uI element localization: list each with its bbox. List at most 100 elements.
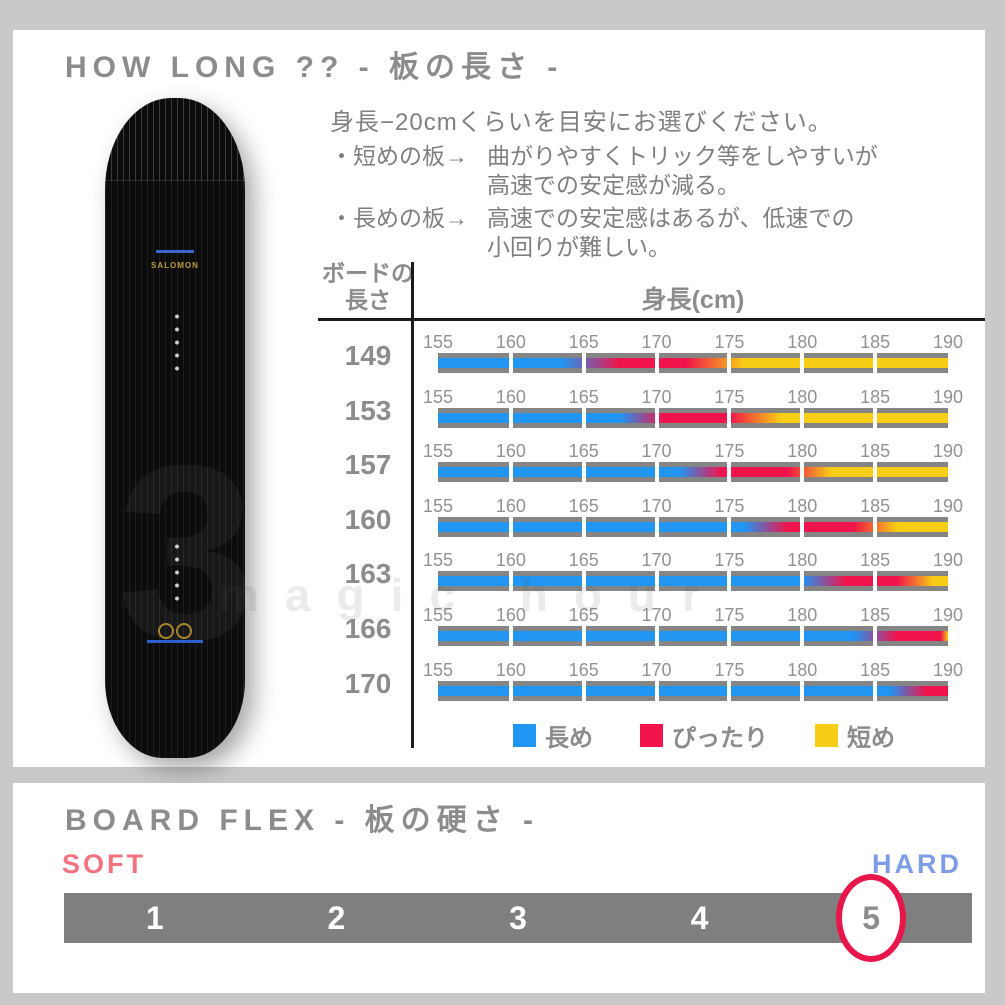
legend-swatch: [513, 724, 536, 747]
board-length-value: 160: [344, 503, 392, 535]
height-tick-label: 165: [568, 441, 599, 462]
size-row-166: 166 155 160 165 170 175 180 185 190: [345, 605, 963, 660]
scale-tick: [581, 353, 586, 373]
board-length-value: 170: [344, 667, 392, 699]
height-tick-label: 175: [714, 332, 745, 352]
height-tick-label: 155: [422, 386, 454, 407]
column-header-board-length: ボードの 長さ: [322, 260, 414, 313]
hard-label: HARD: [872, 849, 962, 879]
board-length-value: 157: [344, 449, 392, 481]
height-tick-label: 190: [932, 659, 964, 680]
table-horizontal-rule: [318, 318, 985, 321]
table-vertical-rule: [411, 262, 414, 748]
fit-range-bar: [438, 353, 948, 373]
emblem-line: [147, 640, 203, 643]
scale-tick: [873, 516, 878, 537]
scale-tick: [581, 462, 586, 483]
scale-tick: [873, 462, 878, 483]
height-tick-label: 185: [860, 550, 891, 571]
legend-label: ぴったり: [672, 725, 768, 752]
size-row-149: 149 155 160 165 170 175 180 185 190: [345, 332, 963, 387]
fit-gradient: [438, 467, 948, 478]
height-tick-label: 165: [568, 550, 599, 571]
height-tick-label: 190: [932, 386, 964, 407]
fit-gradient: [438, 685, 948, 696]
scale-tick: [800, 626, 805, 646]
height-tick-label: 155: [422, 495, 454, 516]
height-tick-label: 170: [641, 659, 672, 680]
size-row-163: 163 155 160 165 170 175 180 185 190: [345, 550, 963, 605]
height-tick-label: 175: [714, 441, 745, 462]
scale-tick: [873, 353, 878, 373]
flex-level-3: 3: [509, 899, 527, 936]
height-tick-label: 160: [495, 550, 526, 571]
height-tick-label: 190: [932, 605, 964, 625]
height-tick-label: 180: [787, 659, 818, 680]
flex-scale-bar: 1 2 3 4 5: [64, 874, 972, 962]
fit-range-bar: [438, 462, 948, 483]
legend-item-1: 長め: [513, 718, 593, 753]
height-tick-label: 185: [860, 605, 891, 625]
snowboard-brand-logo: SALOMON: [105, 250, 245, 273]
scale-tick: [873, 407, 878, 428]
bullet-short-board: ・短めの板→ 曲がりやすくトリック等をしやすいが 高速での安定感が減る。: [330, 142, 990, 200]
flex-level-5: 5: [790, 874, 972, 962]
height-tick-label: 175: [714, 495, 745, 516]
height-tick-label: 165: [568, 495, 599, 516]
board-length-value: 153: [344, 394, 392, 426]
emblem-rings: [158, 623, 192, 639]
scale-tick: [654, 516, 659, 537]
height-tick-label: 180: [787, 332, 818, 352]
scale-tick: [800, 516, 805, 537]
size-row-170: 170 155 160 165 170 175 180 185 190: [345, 659, 963, 715]
scale-tick: [508, 407, 513, 428]
height-tick-label: 165: [568, 659, 599, 680]
size-row-157: 157 155 160 165 170 175 180 185 190: [345, 441, 963, 496]
scale-tick: [800, 462, 805, 483]
snowboard-nose-band: [105, 98, 245, 181]
height-tick-label: 170: [641, 441, 672, 462]
scale-tick: [873, 680, 878, 701]
snowboard-image: SALOMON 3: [105, 98, 245, 758]
height-tick-label: 155: [422, 550, 454, 571]
height-tick-label: 185: [860, 386, 891, 407]
binding-inserts-rear: [162, 538, 196, 604]
legend-swatch: [640, 724, 663, 747]
board-flex-panel: BOARD FLEX - 板の硬さ - SOFT HARD 1 2 3 4 5: [13, 783, 985, 993]
height-scale: 155 160 165 170 175 180 185 190: [423, 386, 963, 407]
scale-tick: [508, 516, 513, 537]
scale-tick: [654, 353, 659, 373]
height-tick-label: 185: [860, 332, 891, 352]
height-scale: 155 160 165 170 175 180 185 190: [423, 605, 963, 625]
height-tick-label: 160: [495, 386, 526, 407]
scale-tick: [654, 680, 659, 701]
size-chart-legend: 長め ぴったり 短め: [13, 718, 985, 752]
scale-tick: [654, 462, 659, 483]
legend-item-3: 短め: [815, 718, 895, 753]
fit-range-bar: [438, 680, 948, 701]
soft-label: SOFT: [62, 849, 146, 879]
height-tick-label: 180: [787, 550, 818, 571]
bullet-text: 曲がりやすくトリック等をしやすいが 高速での安定感が減る。: [487, 143, 878, 198]
board-length-value: 166: [344, 613, 392, 644]
scale-tick: [508, 462, 513, 483]
height-tick-label: 165: [568, 605, 599, 625]
height-tick-label: 155: [422, 605, 454, 625]
flex-level-2: 2: [327, 899, 346, 936]
fit-range-bar: [438, 516, 948, 537]
scale-tick: [654, 626, 659, 646]
brand-name: SALOMON: [151, 261, 199, 270]
scale-tick: [727, 680, 732, 701]
height-tick-label: 160: [495, 495, 526, 516]
scale-tick: [581, 571, 586, 592]
board-length-value: 149: [344, 340, 392, 371]
height-scale: 155 160 165 170 175 180 185 190: [423, 659, 963, 680]
scale-tick: [800, 680, 805, 701]
fit-gradient: [438, 358, 948, 368]
legend-label: 長め: [545, 725, 593, 752]
bullet-label: ・長めの板→: [330, 205, 468, 231]
scale-tick: [508, 626, 513, 646]
scale-tick: [581, 407, 586, 428]
height-tick-label: 170: [641, 332, 672, 352]
